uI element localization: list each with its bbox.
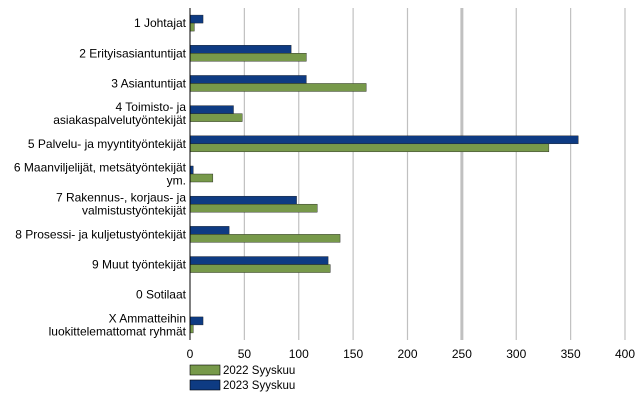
x-tick-label-250: 250 bbox=[452, 347, 472, 361]
legend-swatch-1 bbox=[189, 379, 221, 391]
legend-label-1: 2023 Syyskuu bbox=[223, 380, 295, 392]
bar-series-2022-cat-4 bbox=[189, 143, 550, 153]
x-tick-label-150: 150 bbox=[343, 347, 363, 361]
category-label-10: X Ammatteihin luokittelemattomat ryhmät bbox=[49, 311, 187, 338]
bars bbox=[189, 14, 579, 334]
category-label-7: 8 Prosessi- ja kuljetustyöntekijät bbox=[15, 227, 186, 241]
bar-series-2023-cat-8 bbox=[189, 256, 329, 265]
category-label-9: 0 Sotilaat bbox=[136, 288, 187, 302]
bar-series-2023-cat-4 bbox=[189, 135, 579, 145]
category-label-3: 4 Toimisto- ja asiakaspalvelutyöntekijät bbox=[53, 100, 186, 127]
category-labels: 1 Johtajat 2 Erityisasiantuntijat 3 Asiant… bbox=[14, 16, 187, 338]
legend-label-0: 2022 Syyskuu bbox=[223, 365, 295, 377]
x-tick-label-50: 50 bbox=[238, 347, 252, 361]
bar-series-2022-cat-6 bbox=[189, 203, 318, 213]
category-label-1: 2 Erityisasiantuntijat bbox=[79, 46, 186, 60]
category-label-8: 9 Muut työntekijät bbox=[92, 258, 187, 272]
bar-series-2022-cat-5 bbox=[189, 173, 214, 183]
category-label-5: 6 Maanviljelijät, metsätyöntekijät ym. bbox=[14, 161, 187, 188]
bar-series-2023-cat-1 bbox=[189, 45, 292, 54]
x-tick-label-400: 400 bbox=[615, 347, 635, 361]
bar-series-2023-cat-3 bbox=[189, 105, 234, 114]
x-tick-label-350: 350 bbox=[561, 347, 581, 361]
x-tick-label-100: 100 bbox=[289, 347, 309, 361]
category-label-2: 3 Asiantuntijat bbox=[111, 76, 186, 90]
bar-series-2022-cat-8 bbox=[189, 264, 331, 273]
x-tick-labels: 0 50 100 150 200 250 300 350 400 bbox=[187, 347, 636, 361]
bar-series-2022-cat-2 bbox=[189, 83, 367, 92]
bar-series-2022-cat-0 bbox=[189, 22, 195, 32]
category-label-0: 1 Johtajat bbox=[134, 16, 187, 30]
bar-series-2022-cat-7 bbox=[189, 234, 341, 243]
category-label-4: 5 Palvelu- ja myyntityöntekijät bbox=[28, 137, 187, 151]
bar-series-2023-cat-7 bbox=[189, 226, 230, 235]
x-tick-label-0: 0 bbox=[187, 347, 194, 361]
bar-series-2022-cat-3 bbox=[189, 113, 243, 122]
x-tick-label-200: 200 bbox=[397, 347, 417, 361]
x-tick-label-300: 300 bbox=[506, 347, 526, 361]
bar-series-2022-cat-1 bbox=[189, 53, 307, 62]
category-label-6: 7 Rakennus-, korjaus- ja valmistustyöntek… bbox=[56, 191, 187, 218]
legend-swatch-0 bbox=[189, 364, 221, 376]
bar-series-2023-cat-0 bbox=[189, 14, 204, 24]
bar-series-2023-cat-2 bbox=[189, 75, 307, 84]
gridlines bbox=[243, 8, 626, 340]
legend: 2022 Syyskuu 2023 Syyskuu bbox=[189, 364, 295, 392]
bar-series-2023-cat-10 bbox=[189, 316, 204, 326]
bar-series-2023-cat-6 bbox=[189, 195, 297, 205]
